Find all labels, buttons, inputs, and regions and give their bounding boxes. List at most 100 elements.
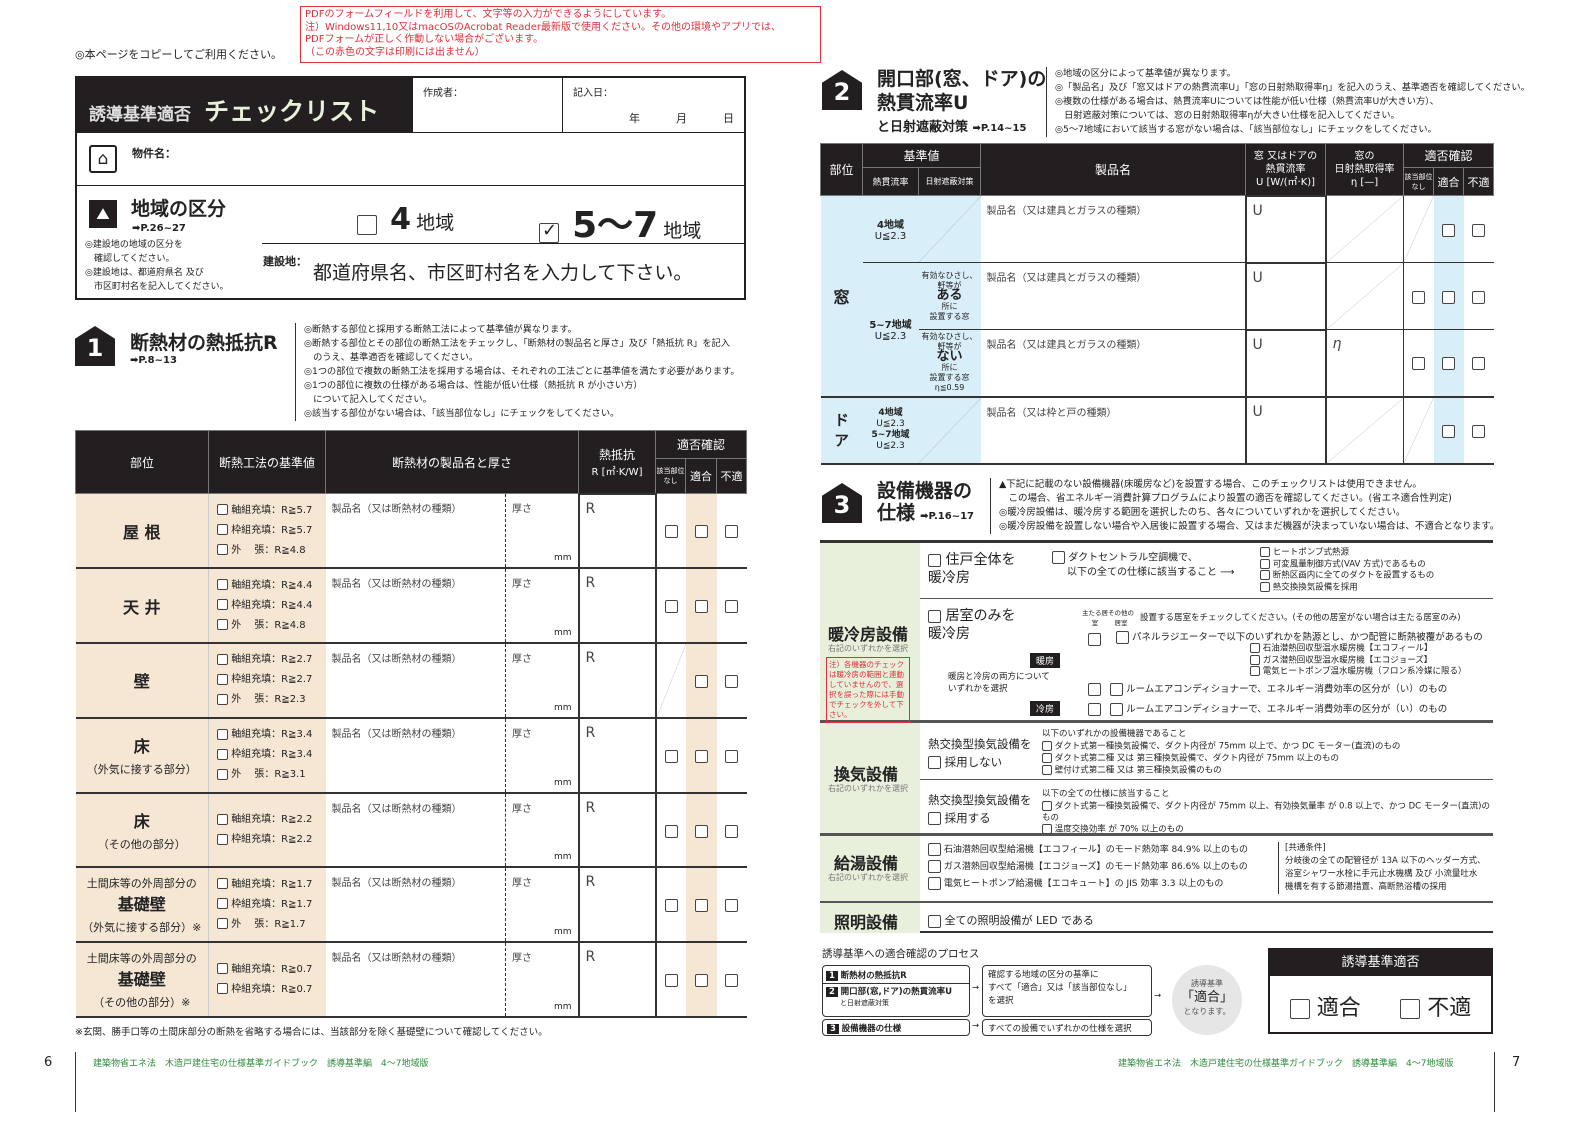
judge-ok-checkbox[interactable]	[1289, 999, 1310, 1019]
window-57-unshaded-na-checkbox[interactable]	[1412, 357, 1426, 371]
product-input[interactable]: 製品名（又は断熱材の種類）	[325, 568, 506, 645]
method-option[interactable]: 外 張：R≧4.8	[217, 541, 326, 561]
vent-hrv-checkbox[interactable]	[928, 812, 941, 825]
region-option-5-7[interactable]: 5〜7 地域	[539, 196, 701, 248]
window-57-shaded-product-input[interactable]	[981, 263, 1245, 329]
water-heater-option[interactable]: 電気ヒートポンプ給湯機【エコキュート】の JIS 効率 3.3 以上のもの	[928, 876, 1248, 893]
method-option[interactable]: 外 張：R≧4.8	[217, 616, 326, 636]
method-checkbox[interactable]	[217, 878, 228, 890]
window-57-shaded-na-checkbox[interactable]	[1412, 290, 1426, 304]
vent-yes-spec-checkbox[interactable]	[1042, 824, 1052, 834]
vent-yes-spec[interactable]: 温度交換効率 が 70% 以上のもの	[1042, 824, 1493, 836]
method-checkbox[interactable]	[217, 768, 228, 780]
na-checkbox[interactable]	[664, 749, 678, 763]
ng-checkbox[interactable]	[725, 749, 739, 763]
ac-cool-main-checkbox[interactable]	[1088, 703, 1101, 716]
window-4-product-input[interactable]	[981, 196, 1245, 262]
method-checkbox[interactable]	[217, 983, 228, 995]
method-checkbox[interactable]	[217, 693, 228, 705]
method-checkbox[interactable]	[217, 918, 228, 930]
vent-no-hrv-checkbox[interactable]	[928, 756, 941, 769]
duct-spec-checkbox[interactable]	[1260, 570, 1270, 580]
method-option[interactable]: 枠組充填：R≧5.7	[217, 521, 326, 541]
na-checkbox[interactable]	[664, 899, 678, 913]
ok-checkbox[interactable]	[694, 525, 708, 539]
method-checkbox[interactable]	[217, 599, 228, 611]
na-checkbox[interactable]	[664, 600, 678, 614]
panel-source[interactable]: ガス潜熱回収型温水暖房機【エコジョーズ】	[1250, 654, 1466, 667]
method-option[interactable]: 枠組充填：R≧4.4	[217, 596, 326, 616]
door-ok-checkbox[interactable]	[1442, 424, 1456, 438]
r-value-input[interactable]: R	[577, 716, 657, 794]
panel-source-checkbox[interactable]	[1250, 643, 1260, 653]
region-5-7-checkbox[interactable]	[539, 220, 559, 243]
method-checkbox[interactable]	[217, 963, 228, 975]
method-checkbox[interactable]	[217, 579, 228, 591]
vent-yes-spec-checkbox[interactable]	[1042, 800, 1052, 811]
window-4-ok-checkbox[interactable]	[1442, 223, 1456, 237]
vent-no-option-checkbox[interactable]	[1042, 764, 1052, 775]
ok-checkbox[interactable]	[694, 674, 708, 688]
method-checkbox[interactable]	[217, 653, 228, 665]
duct-spec-checkbox[interactable]	[1260, 581, 1270, 592]
method-option[interactable]: 外 張：R≧1.7	[217, 915, 326, 935]
vent-no-option[interactable]: ダクト式第一種換気設備で、ダクト内径が 75mm 以上で、かつ DC モーター(…	[1042, 740, 1400, 753]
method-option[interactable]: 枠組充填：R≧0.7	[217, 980, 326, 1000]
date-field[interactable]: 記入日： 年月日	[562, 78, 746, 132]
ng-checkbox[interactable]	[725, 674, 739, 688]
water-heater-checkbox[interactable]	[928, 843, 941, 856]
thickness-input[interactable]: 厚さ mm	[505, 568, 579, 645]
method-checkbox[interactable]	[217, 813, 228, 825]
method-checkbox[interactable]	[217, 898, 228, 910]
water-heater-option[interactable]: 石油潜熱回収型給湯機【エコフィール】のモード熱効率 84.9% 以上のもの	[928, 842, 1248, 859]
author-field[interactable]: 作成者：	[412, 78, 562, 132]
duct-spec[interactable]: 可変風量制御方式(VAV 方式)であるもの	[1260, 558, 1434, 571]
method-option[interactable]: 枠組充填：R≧2.2	[217, 830, 326, 850]
ac-heat-main-checkbox[interactable]	[1088, 683, 1101, 696]
duct-spec-checkbox[interactable]	[1260, 558, 1270, 569]
method-option[interactable]: 軸組充填：R≧2.7	[217, 650, 326, 670]
ac-cool-other-checkbox[interactable]	[1110, 703, 1124, 716]
window-57-shaded-ok-checkbox[interactable]	[1442, 290, 1456, 304]
method-option[interactable]: 軸組充填：R≧0.7	[217, 960, 326, 980]
method-checkbox[interactable]	[217, 673, 228, 685]
panel-source[interactable]: 石油潜熱回収型温水暖房機【エコフィール】	[1250, 643, 1466, 655]
judge-ng-option[interactable]: 不適	[1400, 990, 1471, 1022]
water-heater-option[interactable]: ガス潜熱回収型給湯機【エコジョーズ】のモード熱効率 86.6% 以上のもの	[928, 859, 1248, 876]
method-option[interactable]: 軸組充填：R≧4.4	[217, 576, 326, 596]
method-option[interactable]: 軸組充填：R≧1.7	[217, 875, 326, 895]
method-checkbox[interactable]	[217, 833, 228, 845]
ng-checkbox[interactable]	[725, 525, 739, 539]
door-product-input[interactable]	[981, 398, 1245, 463]
method-option[interactable]: 軸組充填：R≧3.4	[217, 725, 326, 745]
product-input[interactable]: 製品名（又は断熱材の種類）	[325, 493, 506, 570]
product-input[interactable]: 製品名（又は断熱材の種類）	[325, 867, 506, 944]
na-checkbox[interactable]	[664, 824, 678, 838]
window-4-ng-checkbox[interactable]	[1472, 223, 1486, 237]
region-option-4[interactable]: 4 地域	[357, 202, 454, 237]
water-heater-checkbox[interactable]	[928, 877, 941, 890]
method-checkbox[interactable]	[217, 748, 228, 760]
method-option[interactable]: 枠組充填：R≧1.7	[217, 895, 326, 915]
door-ng-checkbox[interactable]	[1472, 424, 1486, 438]
panel-source-checkbox[interactable]	[1250, 666, 1260, 676]
r-value-input[interactable]: R	[577, 642, 657, 719]
duct-spec-checkbox[interactable]	[1260, 547, 1270, 557]
ok-checkbox[interactable]	[694, 824, 708, 838]
duct-spec[interactable]: ヒートポンプ式熱源	[1260, 547, 1434, 559]
r-value-input[interactable]: R	[577, 866, 657, 944]
product-input[interactable]: 製品名（又は断熱材の種類）	[325, 942, 506, 1019]
duct-spec[interactable]: 熱交換換気設備を採用	[1260, 581, 1434, 594]
method-checkbox[interactable]	[217, 728, 228, 740]
method-option[interactable]: 軸組充填：R≧5.7	[217, 501, 326, 521]
ng-checkbox[interactable]	[725, 899, 739, 913]
ok-checkbox[interactable]	[694, 749, 708, 763]
ng-checkbox[interactable]	[725, 974, 739, 988]
ok-checkbox[interactable]	[694, 600, 708, 614]
r-value-input[interactable]: R	[577, 492, 657, 570]
property-row[interactable]: ⌂ 物件名：	[77, 132, 746, 186]
panel-source[interactable]: 電気ヒートポンプ温水暖房機（フロン系冷媒に限る）	[1250, 666, 1466, 678]
thickness-input[interactable]: 厚さ mm	[505, 792, 579, 869]
vent-yes-spec[interactable]: ダクト式第一種換気設備で、ダクト内径が 75mm 以上、有効換気量率 が 0.8…	[1042, 800, 1490, 823]
thickness-input[interactable]: 厚さ mm	[505, 867, 579, 944]
